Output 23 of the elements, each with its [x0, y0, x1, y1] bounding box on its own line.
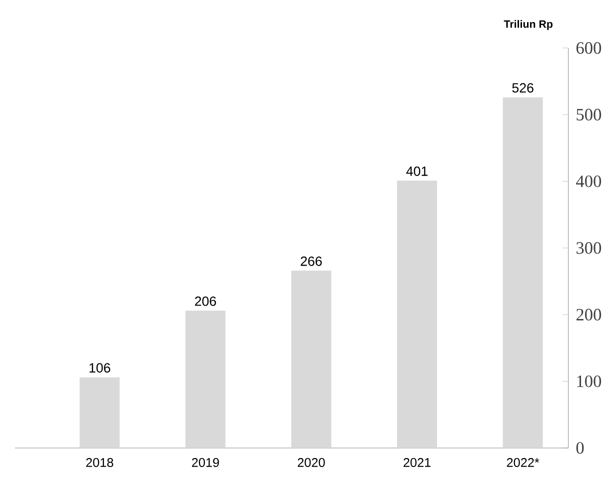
data-label: 266: [300, 256, 322, 266]
x-tick-label: 2020: [298, 458, 325, 467]
bar: [291, 270, 332, 448]
x-tick-label: 2021: [404, 458, 431, 467]
bar: [185, 310, 226, 448]
y-tick-label: 400: [576, 175, 602, 188]
y-tick-label: 0: [576, 442, 584, 454]
x-tick-label: 2019: [192, 458, 219, 467]
y-tick-label: 100: [577, 375, 602, 388]
x-tick-label: 2022*: [506, 458, 540, 467]
bar: [502, 97, 543, 448]
y-axis-title: Triliun Rp: [504, 20, 553, 30]
data-label: 106: [90, 363, 110, 373]
bar: [80, 377, 120, 448]
x-tick-label: 2018: [86, 458, 114, 467]
bar: [397, 180, 438, 448]
y-tick-label: 600: [576, 42, 602, 54]
y-tick-label: 200: [576, 308, 602, 320]
data-label: 401: [406, 166, 428, 176]
data-label: 206: [194, 296, 216, 306]
data-label: 526: [512, 83, 534, 93]
y-tick-label: 500: [576, 108, 602, 120]
y-tick-label: 300: [576, 242, 602, 254]
